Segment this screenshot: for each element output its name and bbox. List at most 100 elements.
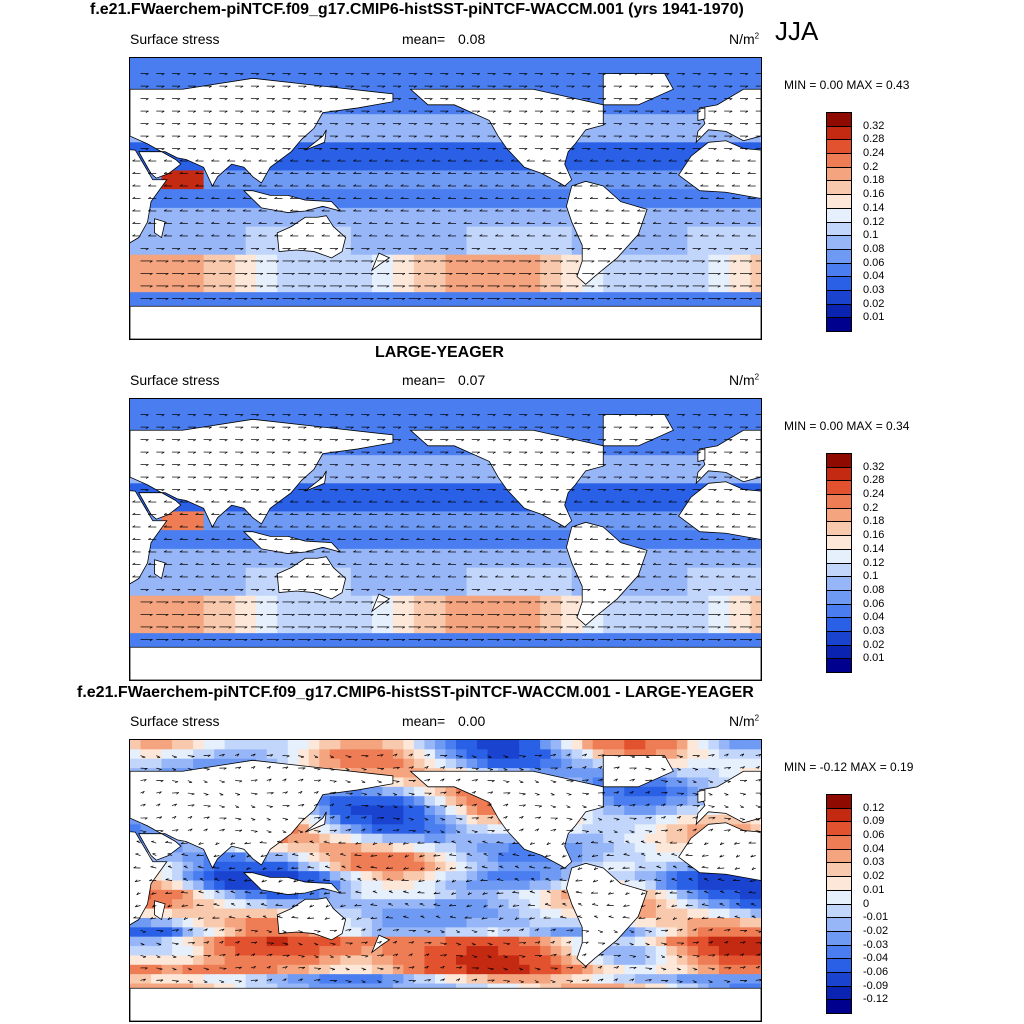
field-cell (340, 282, 352, 293)
wind-arrowhead (571, 123, 575, 126)
field-cell (235, 408, 247, 419)
field-cell (666, 123, 678, 134)
field-cell (340, 67, 352, 78)
field-cell (456, 502, 468, 512)
field-cell (729, 58, 741, 68)
colorbar-tick-label: 0.28 (863, 133, 885, 146)
field-cell (182, 520, 194, 531)
wind-arrowhead (226, 171, 230, 174)
wind-arrowhead (179, 209, 183, 212)
field-cell (624, 123, 636, 134)
field-cell (224, 408, 236, 419)
field-cell (561, 548, 573, 559)
wind-arrowhead (461, 135, 465, 138)
field-cell (739, 226, 752, 237)
field-cell (413, 576, 426, 587)
field-cell (371, 427, 383, 438)
field-cell (140, 399, 152, 409)
field-cell (487, 142, 499, 153)
field-cell (634, 576, 646, 587)
field-cell (382, 161, 394, 171)
field-cell (172, 417, 184, 428)
field-cell (687, 399, 699, 409)
field-cell (193, 586, 205, 597)
field-cell (603, 399, 615, 409)
field-cell (235, 264, 247, 275)
field-cell (371, 245, 383, 256)
field-cell (340, 417, 352, 428)
wind-arrowhead (697, 110, 701, 113)
field-cell (382, 567, 394, 578)
field-cell (413, 179, 426, 190)
field-cell (214, 292, 226, 303)
wind-arrowhead (480, 285, 484, 288)
wind-arrowhead (339, 260, 342, 263)
field-cell (582, 67, 594, 78)
field-cell (203, 67, 215, 78)
field-cell (456, 633, 468, 644)
field-cell (456, 530, 468, 541)
field-cell (477, 399, 489, 409)
field-cell (487, 245, 499, 256)
field-cell (298, 58, 310, 68)
wind-arrowhead (717, 273, 721, 276)
field-cell (687, 142, 699, 153)
field-cell (498, 161, 510, 171)
field-cell (687, 95, 699, 106)
wind-arrowhead (587, 98, 591, 101)
field-cell (256, 292, 268, 303)
wind-arrowhead (337, 234, 341, 237)
colorbar-tick-label: 0.16 (863, 188, 885, 201)
wind-arrowhead (733, 285, 737, 288)
wind-arrowhead (587, 148, 591, 151)
field-cell (529, 567, 541, 578)
wind-arrowhead (275, 285, 279, 288)
field-cell (571, 76, 583, 87)
field-cell (739, 76, 752, 87)
field-cell (361, 408, 373, 419)
wind-arrowhead (589, 159, 593, 162)
field-cell (382, 576, 394, 587)
field-cell (508, 292, 520, 303)
wind-arrowhead (382, 73, 386, 76)
field-cell (193, 207, 205, 218)
field-cell (655, 245, 667, 256)
wind-arrowhead (589, 221, 593, 224)
field-cell (634, 520, 646, 531)
wind-arrowhead (447, 159, 451, 162)
field-cell (466, 235, 478, 246)
field-cell (666, 623, 678, 634)
wind-arrowhead (163, 209, 167, 212)
field-cell (203, 264, 215, 275)
field-cell (729, 235, 741, 246)
field-cell (466, 67, 478, 78)
wind-arrowhead (480, 260, 484, 263)
field-cell (508, 217, 520, 228)
field-cell (392, 132, 405, 143)
field-cell (382, 86, 394, 97)
wind-arrowhead (353, 221, 357, 224)
wind-arrowhead (165, 285, 169, 288)
field-cell (308, 511, 320, 522)
field-cell (519, 198, 531, 209)
field-cell (182, 264, 194, 275)
wind-arrowhead (731, 209, 735, 212)
field-cell (519, 520, 531, 531)
field-cell (655, 595, 667, 606)
field-cell (403, 436, 415, 447)
wind-arrowhead (686, 260, 690, 263)
field-cell (172, 576, 184, 587)
field-cell (687, 207, 699, 218)
field-cell (592, 623, 604, 634)
field-cell (739, 142, 752, 153)
field-cell (340, 633, 352, 644)
field-cell (266, 170, 278, 181)
field-cell (487, 417, 499, 428)
field-cell (456, 264, 468, 275)
field-cell (235, 235, 247, 246)
field-cell (382, 207, 394, 218)
wind-arrowhead (132, 221, 136, 224)
field-cell (140, 623, 152, 634)
field-cell (697, 189, 710, 200)
wind-arrowhead (195, 159, 199, 162)
